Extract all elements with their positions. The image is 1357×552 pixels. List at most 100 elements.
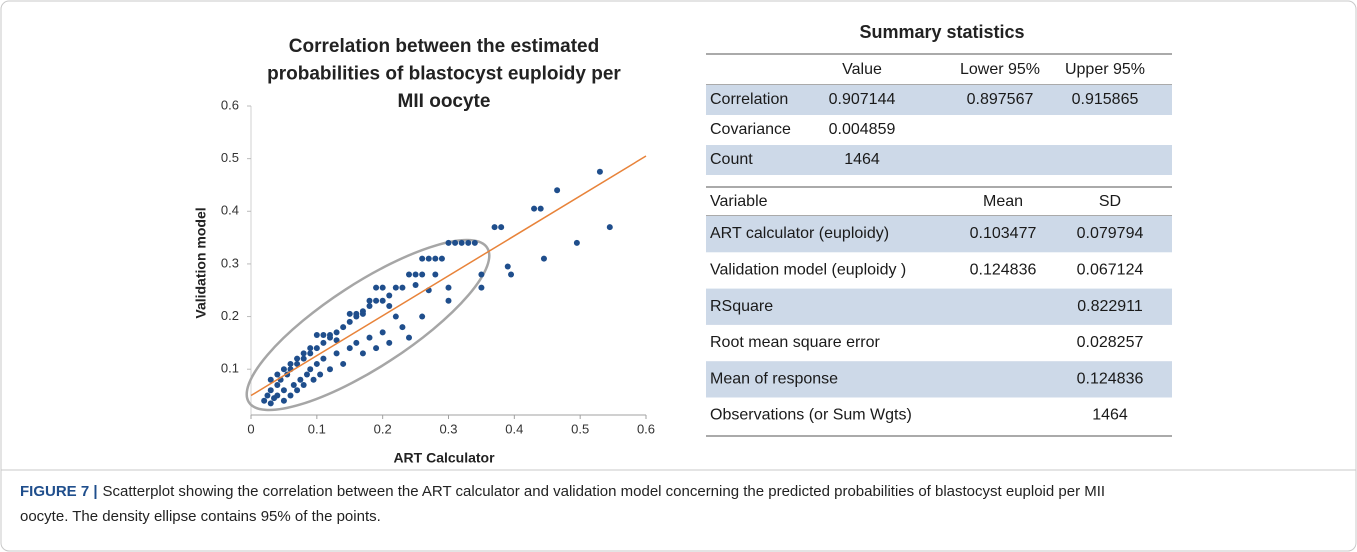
point: [471, 239, 478, 246]
point: [313, 345, 320, 352]
fit-line: [250, 155, 647, 397]
column-header: Mean: [983, 193, 1023, 210]
chart-title: Correlation between the estimated: [289, 36, 599, 57]
point: [333, 350, 340, 357]
point: [491, 224, 498, 231]
point: [261, 397, 268, 404]
point: [554, 187, 561, 194]
point: [346, 318, 353, 325]
row-label: Validation model (euploidy ): [710, 262, 906, 279]
y-tick-label: 0.2: [221, 308, 239, 323]
point: [425, 255, 432, 262]
cell: 0.822911: [1077, 298, 1143, 315]
point: [346, 345, 353, 352]
point: [379, 329, 386, 336]
point: [294, 360, 301, 367]
column-header: SD: [1099, 193, 1121, 210]
point: [353, 339, 360, 346]
point: [287, 360, 294, 367]
caption-text: oocyte. The density ellipse contains 95%…: [20, 508, 381, 525]
point: [531, 205, 538, 212]
point: [379, 297, 386, 304]
point: [274, 392, 281, 399]
row-label: Root mean square error: [710, 334, 881, 351]
point: [452, 239, 459, 246]
point: [540, 255, 547, 262]
point: [419, 255, 426, 262]
point: [346, 310, 353, 317]
point: [392, 313, 399, 320]
point: [294, 355, 301, 362]
point: [267, 400, 274, 407]
y-axis-label: Validation model: [193, 207, 209, 318]
point: [297, 376, 304, 383]
point: [432, 255, 439, 262]
point: [573, 239, 580, 246]
point: [353, 310, 360, 317]
point: [445, 297, 452, 304]
cell: 0.067124: [1077, 262, 1144, 279]
point: [333, 337, 340, 344]
point: [300, 355, 307, 362]
point: [366, 334, 373, 341]
point: [310, 376, 317, 383]
point: [280, 387, 287, 394]
point: [320, 331, 327, 338]
point: [320, 339, 327, 346]
column-header: Variable: [710, 193, 768, 210]
point: [412, 281, 419, 288]
cell: 0.124836: [1077, 370, 1144, 387]
cell: 0.124836: [970, 262, 1037, 279]
point: [327, 366, 333, 373]
point: [406, 334, 412, 341]
cell: 0.897567: [967, 91, 1034, 108]
chart-title: probabilities of blastocyst euploidy per: [267, 64, 621, 85]
x-tick-label: 0.5: [571, 421, 589, 436]
point: [300, 381, 307, 388]
cell: 1464: [1092, 407, 1128, 424]
row-label: Covariance: [710, 121, 791, 138]
point: [596, 168, 603, 175]
point: [340, 324, 347, 331]
caption-label: FIGURE 7 |: [20, 483, 98, 500]
point: [419, 313, 426, 320]
point: [445, 284, 452, 291]
point: [373, 297, 380, 304]
point: [478, 284, 485, 291]
point: [386, 303, 393, 310]
row-label: Count: [710, 151, 753, 168]
point: [294, 387, 301, 394]
point: [307, 345, 314, 352]
x-tick-label: 0: [247, 421, 254, 436]
x-tick-label: 0.3: [439, 421, 457, 436]
x-tick-label: 0.2: [374, 421, 392, 436]
cell: 1464: [844, 151, 880, 168]
x-axis-label: ART Calculator: [393, 450, 495, 466]
point: [399, 284, 406, 291]
y-tick-label: 0.4: [221, 203, 239, 218]
point: [313, 360, 320, 367]
row-label: Correlation: [710, 91, 788, 108]
point: [280, 397, 287, 404]
column-header: Upper 95%: [1065, 61, 1145, 78]
point: [406, 271, 412, 278]
column-header: Value: [842, 61, 882, 78]
cell: 0.103477: [970, 225, 1037, 242]
point: [359, 310, 366, 317]
point: [478, 271, 485, 278]
x-tick-label: 0.6: [637, 421, 655, 436]
point: [508, 271, 515, 278]
cell: 0.079794: [1077, 225, 1144, 242]
point: [379, 284, 386, 291]
point: [320, 355, 327, 362]
point: [399, 324, 406, 331]
cell: 0.028257: [1077, 334, 1144, 351]
point: [432, 271, 439, 278]
point: [287, 392, 294, 399]
point: [445, 239, 452, 246]
point: [537, 205, 544, 212]
point: [267, 376, 274, 383]
point: [386, 339, 393, 346]
